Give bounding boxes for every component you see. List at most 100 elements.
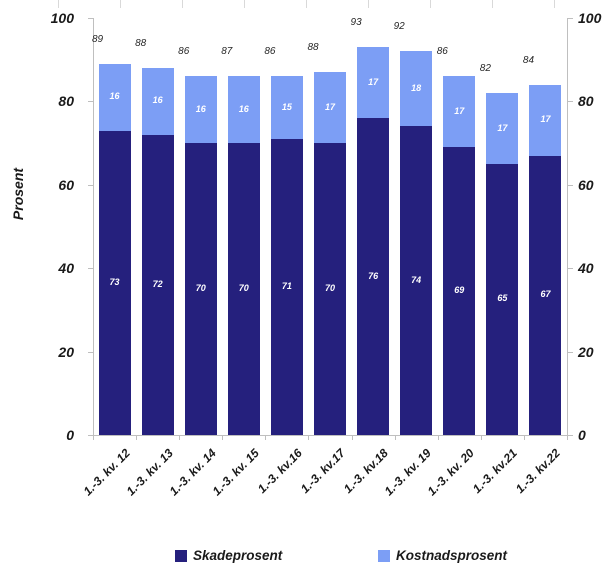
bar-total-label: 82 bbox=[479, 63, 491, 75]
x-axis-line bbox=[93, 435, 568, 436]
bar-total-label: 86 bbox=[178, 46, 190, 58]
top-tick bbox=[368, 0, 369, 8]
right-axis-tick bbox=[568, 18, 573, 19]
right-axis-tick bbox=[568, 184, 573, 186]
right-axis-tick bbox=[568, 101, 573, 103]
y-axis-tick-label-left: 20 bbox=[58, 343, 74, 360]
legend-item-kostnadsprosent: Kostnadsprosent bbox=[378, 548, 507, 563]
left-axis-tick bbox=[88, 268, 93, 270]
top-tick bbox=[58, 0, 59, 8]
y-axis-tick-label-left: 40 bbox=[58, 260, 74, 277]
x-axis-tick bbox=[179, 436, 181, 440]
y-axis-tick-label-right: 80 bbox=[578, 93, 594, 110]
y-axis-tick-label-right: 20 bbox=[578, 343, 594, 360]
bar-value-kostnadsprosent: 15 bbox=[281, 101, 292, 112]
x-axis-tick bbox=[265, 436, 267, 440]
bar-total-label: 86 bbox=[436, 46, 448, 58]
x-axis-tick bbox=[136, 436, 138, 440]
y-axis-tick-label-right: 100 bbox=[578, 10, 602, 26]
bar-segment-skadeprosent bbox=[98, 130, 131, 435]
bar-value-kostnadsprosent: 16 bbox=[152, 95, 163, 106]
top-tick bbox=[182, 0, 183, 8]
bar-segment-kostnadsprosent bbox=[184, 76, 217, 144]
right-axis-tick bbox=[568, 351, 573, 353]
bar-segment-kostnadsprosent bbox=[443, 76, 476, 148]
bar-segment-kostnadsprosent bbox=[486, 93, 519, 164]
right-axis-tick bbox=[568, 268, 573, 270]
bar-value-skadeprosent: 65 bbox=[497, 293, 508, 304]
top-tick bbox=[430, 0, 431, 8]
bar-segment-skadeprosent bbox=[184, 143, 217, 435]
bar-total-label: 93 bbox=[350, 17, 362, 29]
left-axis-tick bbox=[88, 101, 93, 103]
bar-value-skadeprosent: 70 bbox=[238, 283, 249, 294]
bar-total-label: 89 bbox=[91, 33, 104, 45]
legend-label: Kostnadsprosent bbox=[396, 548, 508, 563]
legend: Skadeprosent Kostnadsprosent bbox=[0, 543, 613, 567]
bar-value-skadeprosent: 69 bbox=[454, 285, 465, 296]
bar-value-skadeprosent: 67 bbox=[540, 289, 551, 300]
bar-segment-kostnadsprosent bbox=[400, 51, 433, 127]
left-axis-tick bbox=[88, 18, 93, 19]
top-tick bbox=[244, 0, 245, 8]
bar-total-label: 84 bbox=[522, 54, 535, 66]
y-axis-tick-label-left: 80 bbox=[58, 93, 74, 110]
x-axis-tick bbox=[93, 436, 94, 440]
bar-value-kostnadsprosent: 17 bbox=[368, 76, 379, 87]
right-axis-tick bbox=[568, 435, 573, 436]
bar-segment-skadeprosent bbox=[443, 147, 476, 435]
left-axis-line bbox=[93, 18, 94, 435]
x-axis-tick bbox=[437, 436, 439, 440]
bar-value-kostnadsprosent: 16 bbox=[109, 91, 120, 102]
right-axis-line bbox=[567, 18, 568, 435]
x-axis-tick bbox=[523, 436, 525, 440]
bar-segment-kostnadsprosent bbox=[314, 72, 346, 144]
bar-value-skadeprosent: 71 bbox=[281, 280, 292, 291]
bar-value-kostnadsprosent: 18 bbox=[411, 82, 422, 93]
bar-segment-kostnadsprosent bbox=[270, 76, 303, 139]
top-tick bbox=[120, 0, 121, 8]
bar-total-label: 87 bbox=[221, 46, 233, 58]
bar-value-kostnadsprosent: 17 bbox=[454, 105, 465, 116]
top-tick bbox=[306, 0, 307, 8]
y-axis-tick-label-left: 60 bbox=[58, 176, 74, 193]
bar-segment-skadeprosent bbox=[400, 126, 433, 435]
x-axis-tick bbox=[308, 436, 310, 440]
bar-segment-skadeprosent bbox=[227, 143, 260, 435]
left-axis-tick bbox=[88, 351, 93, 353]
bar-segment-kostnadsprosent bbox=[227, 76, 260, 144]
bar-segment-kostnadsprosent bbox=[98, 63, 131, 131]
y-axis-tick-label-right: 40 bbox=[578, 260, 594, 277]
top-tick bbox=[554, 0, 555, 8]
x-axis-tick bbox=[394, 436, 396, 440]
top-tick bbox=[492, 0, 493, 8]
legend-swatch-icon bbox=[175, 549, 187, 562]
left-axis-tick bbox=[88, 435, 93, 436]
bar-segment-skadeprosent bbox=[314, 143, 346, 435]
bar-total-label: 88 bbox=[307, 42, 319, 54]
bar-value-skadeprosent: 72 bbox=[152, 278, 163, 289]
bar-value-kostnadsprosent: 17 bbox=[497, 122, 508, 133]
bar-total-label: 88 bbox=[135, 38, 147, 50]
bar-value-kostnadsprosent: 17 bbox=[324, 101, 335, 112]
bar-value-skadeprosent: 76 bbox=[368, 270, 379, 281]
legend-item-skadeprosent: Skadeprosent bbox=[175, 548, 282, 563]
bar-value-skadeprosent: 70 bbox=[195, 283, 206, 294]
x-axis-tick bbox=[222, 436, 224, 440]
bar-segment-kostnadsprosent bbox=[141, 68, 174, 135]
bar-segment-kostnadsprosent bbox=[357, 47, 390, 119]
left-axis-tick bbox=[88, 184, 93, 186]
bar-total-label: 86 bbox=[264, 46, 276, 58]
x-axis-tick bbox=[480, 436, 482, 440]
legend-label: Skadeprosent bbox=[193, 548, 283, 563]
legend-swatch-icon bbox=[378, 549, 390, 562]
bar-segment-skadeprosent bbox=[486, 163, 519, 435]
x-axis-tick bbox=[567, 436, 568, 440]
bar-value-skadeprosent: 74 bbox=[411, 274, 422, 285]
y-axis-tick-label-right: 0 bbox=[578, 427, 586, 443]
y-axis-tick-label-left: 100 bbox=[50, 10, 74, 26]
bar-segment-kostnadsprosent bbox=[529, 84, 562, 156]
x-axis-tick bbox=[351, 436, 353, 440]
